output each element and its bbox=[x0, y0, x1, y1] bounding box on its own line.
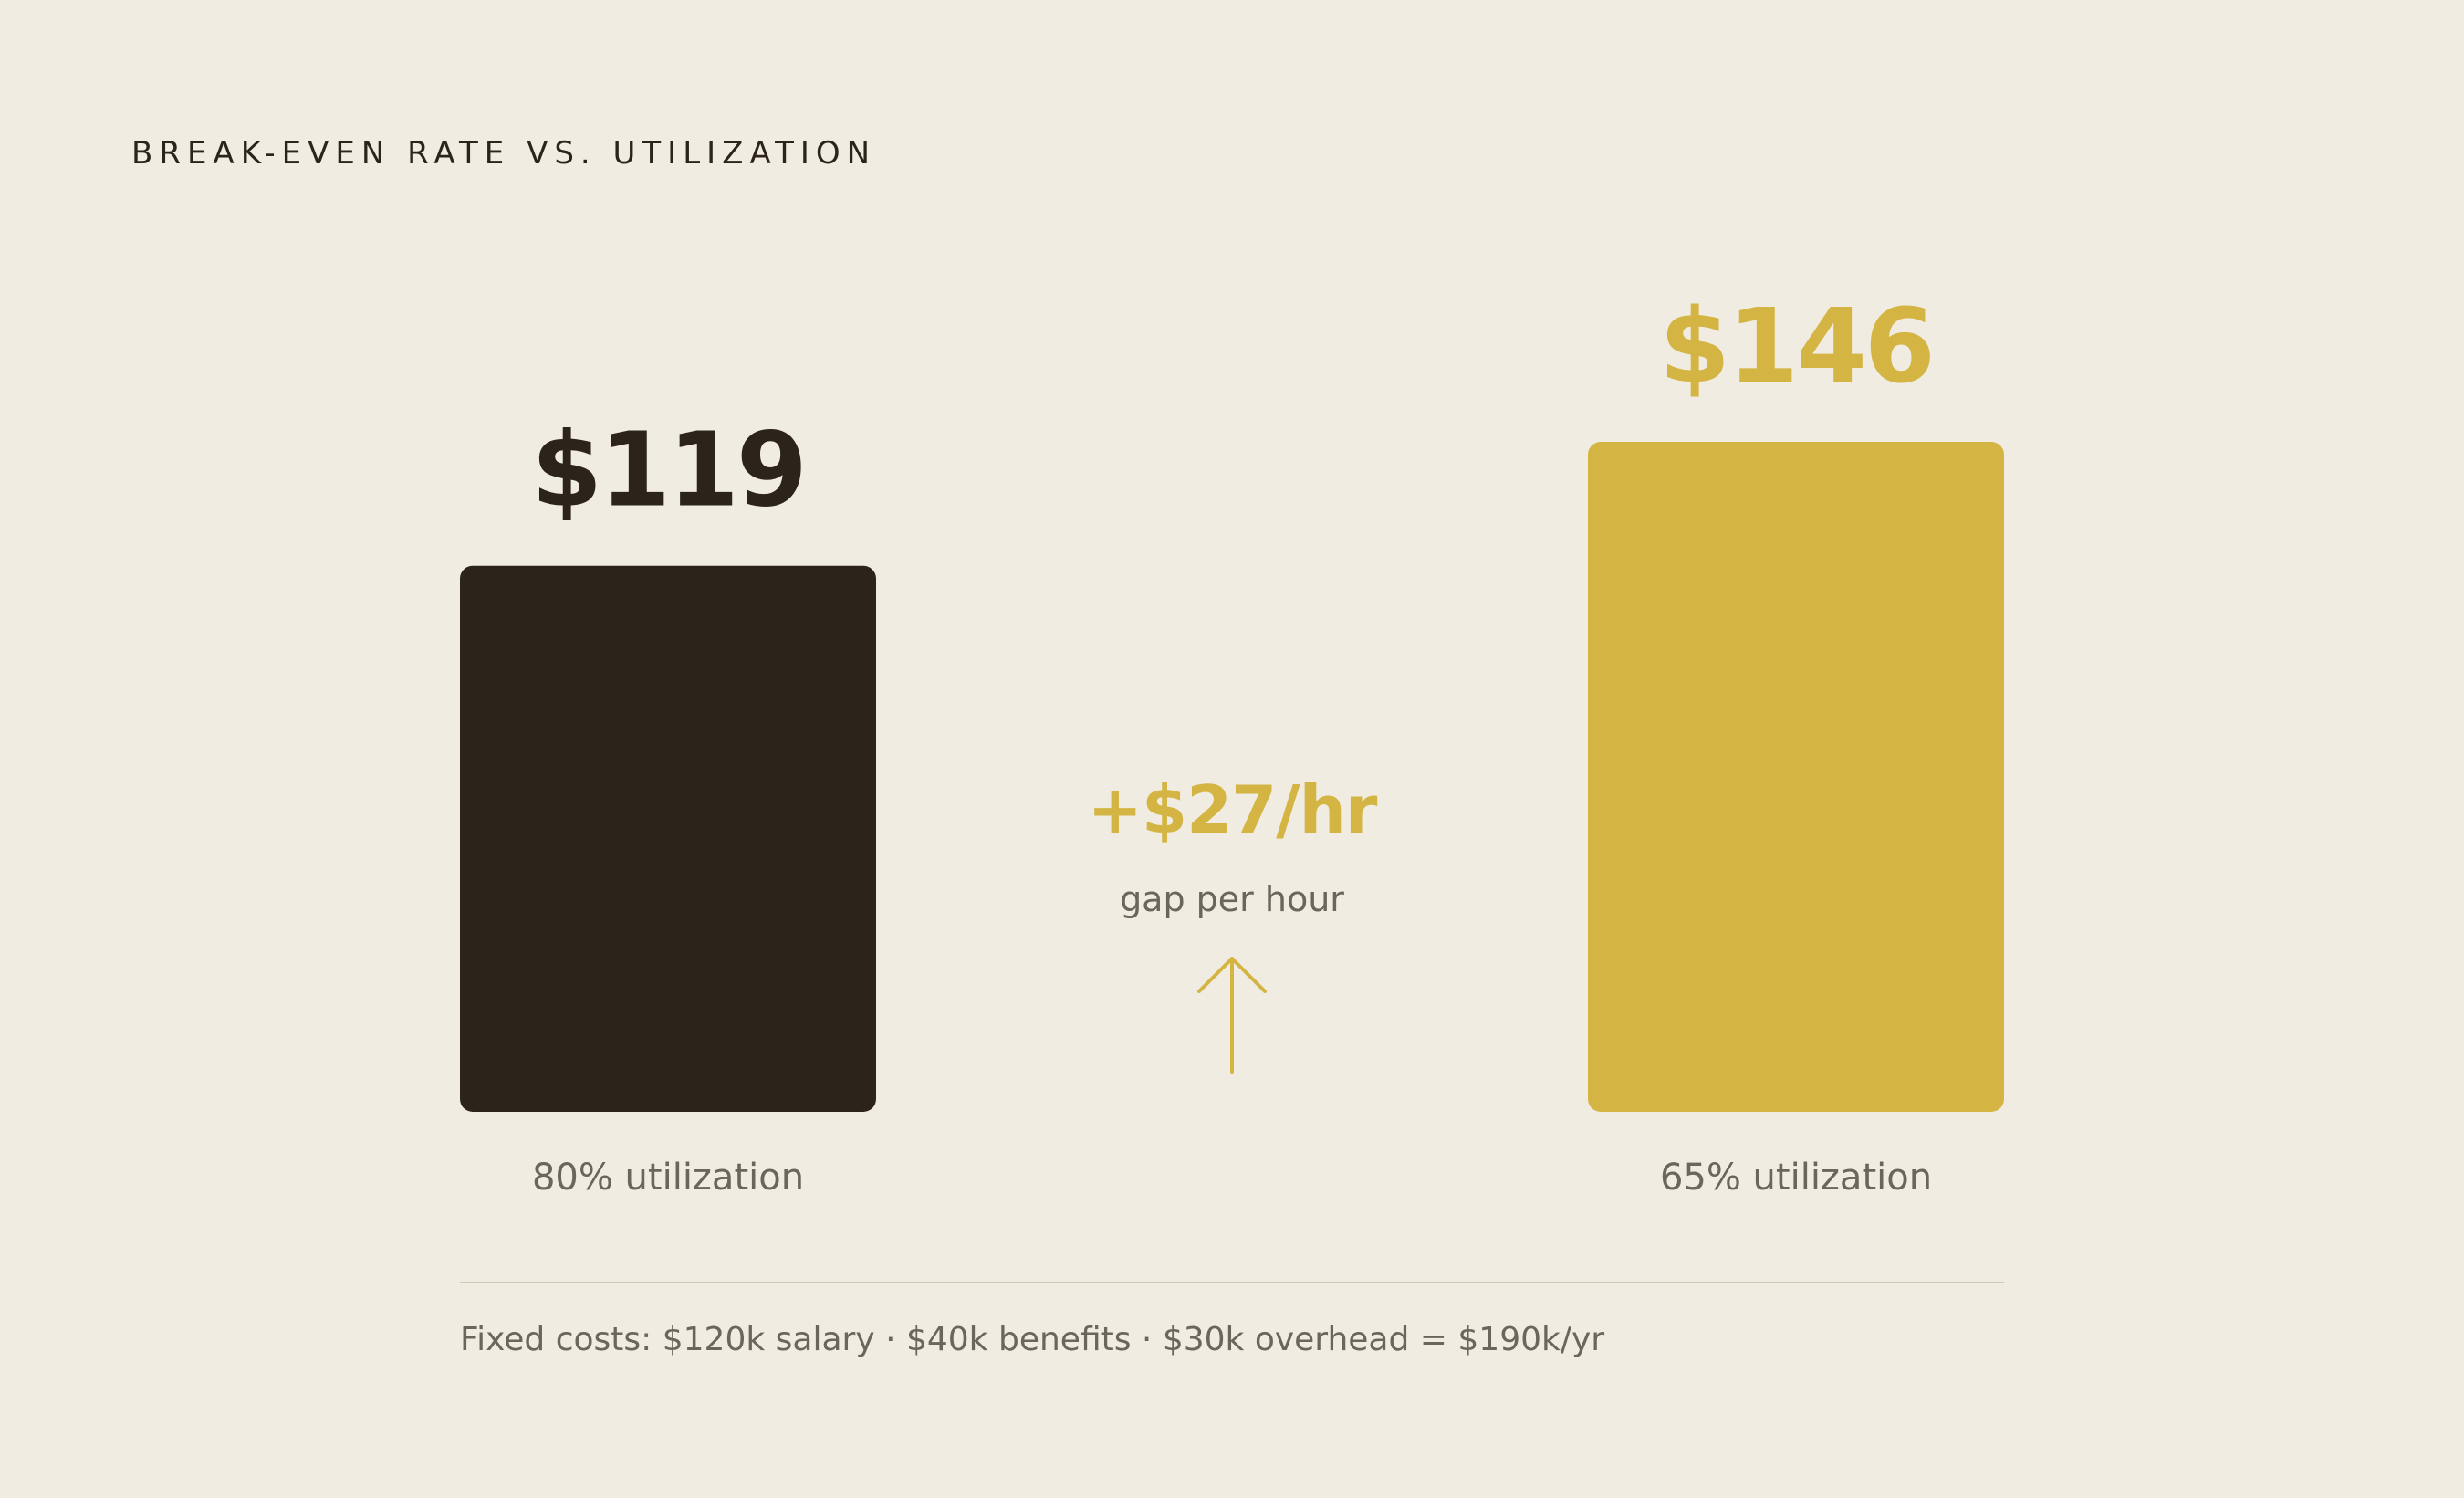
bar-2 bbox=[1588, 442, 2004, 1112]
bar-value-label-2: $146 bbox=[1659, 288, 1933, 406]
arrow-up-icon bbox=[1197, 957, 1267, 1074]
gap-annotation: +$27/hr gap per hour bbox=[1088, 771, 1379, 1074]
bar-value-label-1: $119 bbox=[531, 412, 805, 530]
chart-title: BREAK-EVEN RATE VS. UTILIZATION bbox=[131, 135, 877, 172]
category-label-2: 65% utilization bbox=[1660, 1157, 1932, 1199]
fixed-costs-note: Fixed costs: $120k salary · $40k benefit… bbox=[460, 1321, 1605, 1358]
bar-1 bbox=[460, 565, 876, 1112]
footer-divider bbox=[460, 1282, 2004, 1283]
category-label-1: 80% utilization bbox=[532, 1157, 804, 1199]
bars-layer: $119 80% utilization $146 65% utilization bbox=[460, 288, 2004, 1199]
gap-value-label: +$27/hr bbox=[1088, 771, 1378, 848]
gap-caption: gap per hour bbox=[1120, 879, 1344, 919]
